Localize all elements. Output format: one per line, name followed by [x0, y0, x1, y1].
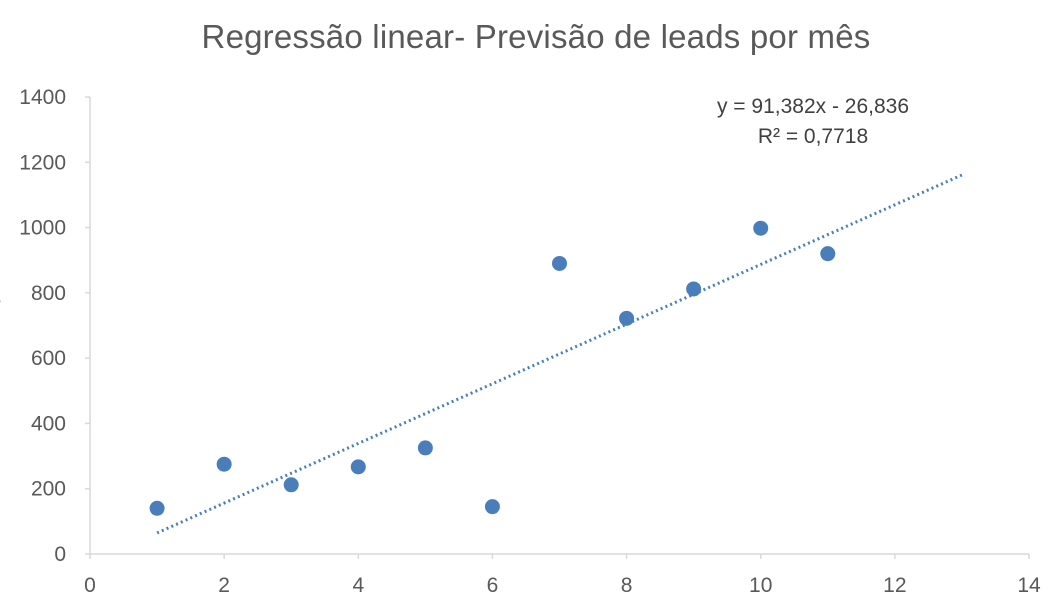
y-tick-label: 1000 — [19, 217, 66, 240]
data-point — [350, 459, 366, 475]
data-point — [484, 499, 500, 515]
trendline-equation-box: y = 91,382x - 26,836 R² = 0,7718 — [700, 92, 926, 152]
x-tick-label: 8 — [621, 574, 633, 597]
y-tick-label: 400 — [31, 412, 66, 435]
data-point — [283, 477, 299, 493]
x-tick-label: 14 — [1017, 574, 1041, 597]
points-layer — [149, 220, 836, 516]
trendline-r-squared: R² = 0,7718 — [757, 125, 869, 148]
data-point — [686, 281, 702, 297]
y-tick-label: 1400 — [19, 86, 66, 109]
data-point — [417, 440, 433, 456]
y-tick-label: 0 — [54, 543, 66, 566]
y-tick-label: 1200 — [19, 151, 66, 174]
x-tick-label: 0 — [84, 574, 96, 597]
data-point — [619, 310, 635, 326]
y-tick-label: 600 — [31, 347, 66, 370]
x-tick-label: 10 — [749, 574, 772, 597]
y-tick-label: 800 — [31, 282, 66, 305]
x-tick-label: 4 — [352, 574, 364, 597]
x-tick-label: 2 — [218, 574, 230, 597]
trendline — [156, 173, 963, 535]
trendline-layer — [156, 173, 963, 535]
axes-layer: 0 200 400 600 800 1000 1200 1400 0 2 4 6 8 10 12 14 — [19, 86, 1041, 597]
data-point — [820, 246, 836, 262]
clipped-axis-mark: ° — [0, 296, 2, 312]
trendline-equation: y = 91,382x - 26,836 — [716, 95, 910, 118]
data-point — [552, 255, 567, 271]
data-point — [149, 500, 165, 516]
data-point — [753, 220, 769, 236]
x-tick-label: 6 — [487, 574, 499, 597]
y-tick-label: 200 — [31, 478, 66, 501]
chart-title: Regressão linear- Previsão de leads por … — [201, 18, 871, 55]
data-point — [216, 456, 232, 472]
x-tick-label: 12 — [883, 574, 906, 597]
